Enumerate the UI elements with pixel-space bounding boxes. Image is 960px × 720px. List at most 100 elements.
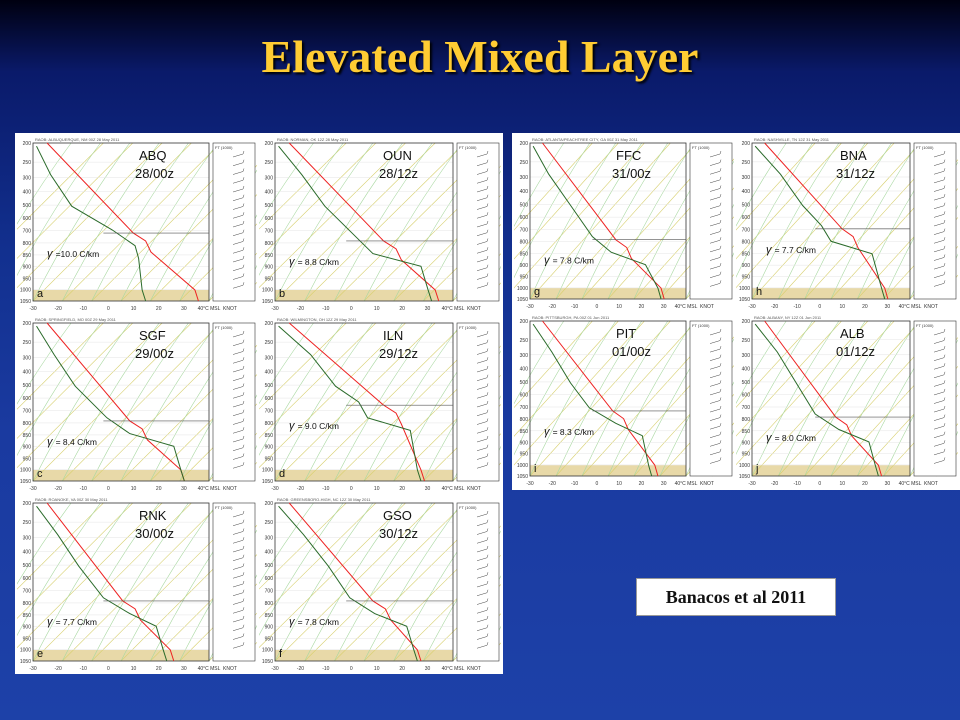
wind-barb-flag	[486, 159, 489, 163]
dry-adiabat	[259, 142, 406, 288]
time-label: 30/00z	[135, 526, 174, 541]
wind-barb	[933, 383, 945, 387]
wind-barb-flag	[242, 537, 245, 541]
pressure-tick-label: 250	[23, 520, 32, 526]
knot-label: KNOT	[223, 666, 237, 672]
wind-barb-flag	[242, 383, 245, 387]
wind-barb-flag	[943, 328, 946, 333]
pressure-tick-label: 950	[23, 276, 32, 282]
temp-tick-label: 10	[840, 481, 846, 487]
temp-tick-label: -10	[322, 306, 329, 312]
wind-barb	[933, 265, 945, 270]
pressure-tick-label: 600	[742, 393, 751, 399]
sounding-header: RAOB: ROANOKE, VA 00Z 30 May 2011	[35, 497, 108, 502]
wind-barb	[232, 188, 244, 193]
sounding-panel-c: 200 250 300 400 500 600 700 800 850 900 950 1000 105…	[17, 315, 257, 493]
temp-tick-label: 40°C MSL	[198, 486, 221, 492]
dry-adiabat	[514, 320, 619, 437]
time-label: 31/12z	[836, 166, 875, 181]
wind-barb	[933, 340, 945, 344]
dry-adiabat	[423, 403, 501, 482]
knot-label: KNOT	[467, 486, 481, 492]
skewt-chart-i: 2002503004005006007008008509009501000105…	[514, 315, 734, 487]
pressure-tick-label: 700	[23, 409, 32, 415]
pressure-tick-label: 800	[742, 417, 751, 423]
wind-barb-flag	[486, 330, 489, 335]
wind-barb-flag	[242, 572, 245, 576]
wind-barb	[232, 377, 244, 381]
dry-adiabat	[259, 322, 377, 439]
pressure-tick-label: 250	[742, 338, 751, 344]
wind-column	[456, 142, 500, 302]
wind-barb-flag	[943, 448, 946, 452]
wind-barb	[476, 360, 488, 364]
wind-barb	[232, 333, 244, 338]
surface-band	[275, 649, 453, 661]
temp-tick-label: -30	[271, 666, 278, 672]
pressure-tick-label: 850	[520, 429, 529, 435]
pressure-tick-label: 300	[265, 175, 274, 181]
wind-barb-flag	[242, 418, 245, 422]
dry-adiabat	[259, 322, 406, 468]
time-label: 28/00z	[135, 166, 174, 181]
pressure-tick-label: 400	[23, 190, 32, 196]
wind-barb	[476, 592, 488, 596]
pressure-tick-label: 850	[23, 613, 32, 619]
wind-barb-flag	[719, 219, 722, 224]
height-axis-label: FT (1000)	[459, 325, 477, 330]
wind-barb	[709, 340, 721, 344]
pressure-tick-label: 900	[23, 625, 32, 631]
wind-barb-flag	[719, 211, 722, 215]
dry-adiabat	[304, 502, 466, 662]
wind-barb	[476, 447, 488, 451]
wind-barb-flag	[486, 229, 489, 233]
wind-barb	[232, 438, 244, 443]
wind-barb	[476, 513, 488, 518]
wind-barb	[709, 383, 721, 387]
plot-frame	[274, 142, 454, 302]
wind-barb	[476, 250, 488, 254]
temperature-profile	[764, 320, 883, 477]
wind-barb	[232, 241, 244, 245]
dry-adiabat	[259, 502, 377, 619]
wind-barb	[232, 258, 244, 263]
wind-barb	[476, 285, 488, 289]
dry-adiabat	[274, 322, 436, 482]
temp-tick-label: 10	[374, 486, 380, 492]
pressure-tick-label: 850	[520, 252, 529, 258]
height-axis-label: FT (1000)	[692, 145, 710, 150]
wind-barb-flag	[486, 357, 489, 361]
wind-barb-flag	[242, 357, 245, 361]
wind-barb-flag	[719, 448, 722, 452]
time-label: 28/12z	[379, 166, 418, 181]
wind-barb	[476, 232, 488, 236]
wind-barb-flag	[943, 219, 946, 224]
wind-barb-flag	[719, 457, 722, 461]
dry-adiabat	[17, 502, 104, 590]
dewpoint-profile	[754, 145, 886, 300]
wind-barb-flag	[242, 615, 245, 620]
moist-adiabat	[259, 322, 314, 405]
wind-barb-flag	[719, 263, 722, 267]
wind-barb-flag	[943, 280, 946, 284]
temp-tick-label: 30	[425, 486, 431, 492]
wind-barb-flag	[242, 374, 245, 378]
pressure-tick-label: 300	[520, 175, 529, 181]
pressure-tick-label: 200	[23, 321, 32, 327]
sounding-panel-g: 200 250 300 400 500 600 700 800 850 900 950 1000 105…	[514, 135, 734, 311]
panel-letter: g	[534, 286, 540, 298]
temp-tick-label: 40°C MSL	[675, 481, 698, 487]
wind-barb-flag	[486, 348, 489, 352]
wind-barb	[933, 171, 945, 175]
wind-barb	[476, 531, 488, 535]
dry-adiabat	[274, 142, 436, 302]
wind-barb	[476, 557, 488, 561]
wind-barb-flag	[486, 642, 489, 646]
temp-tick-label: 30	[885, 304, 891, 310]
wind-barb	[476, 171, 488, 175]
pressure-tick-label: 850	[23, 433, 32, 439]
dry-adiabat	[736, 320, 869, 466]
wind-barb	[709, 331, 721, 336]
temp-tick-label: 0	[350, 306, 353, 312]
sounding-panel-j: 200 250 300 400 500 600 700 800 850 900 950 1000 105…	[736, 313, 958, 488]
